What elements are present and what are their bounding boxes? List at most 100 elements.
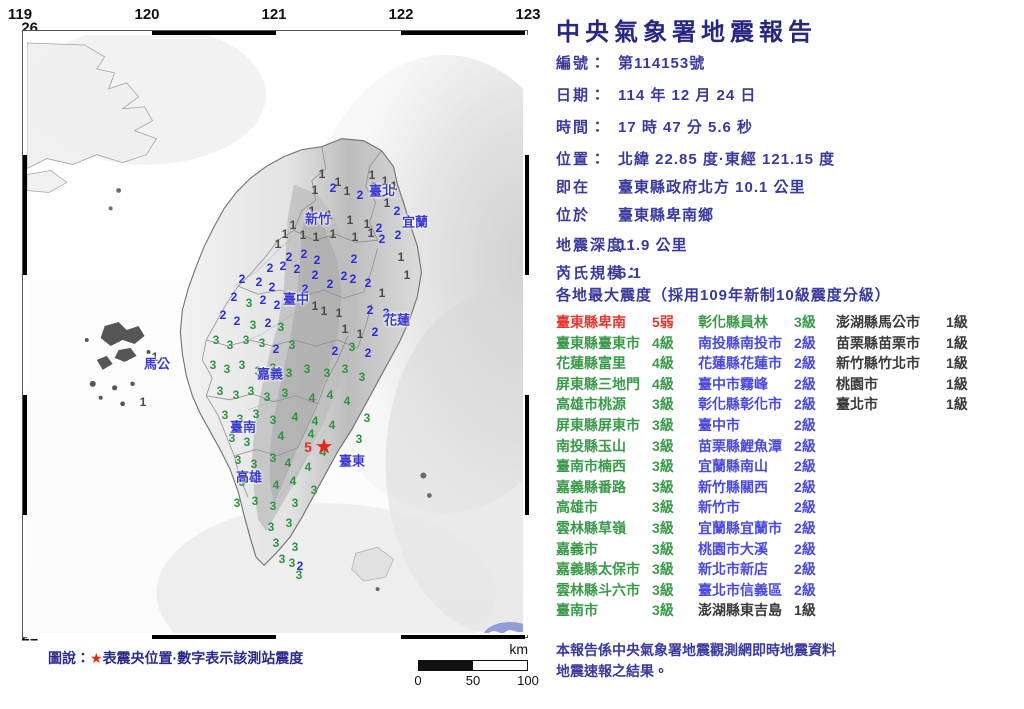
station-intensity-value: 2	[326, 277, 334, 291]
intensity-level: 2級	[794, 396, 816, 413]
station-intensity-value: 3	[249, 318, 257, 332]
station-intensity-value: 4	[291, 410, 299, 424]
intensity-row: 桃園市 1級	[836, 374, 996, 395]
intensity-row: 屏東縣三地門 4級	[556, 374, 696, 395]
station-intensity-value: 1	[343, 184, 351, 198]
station-intensity-value: 3	[238, 475, 246, 489]
intensity-level: 3級	[652, 458, 674, 475]
station-intensity-value: 3	[250, 457, 258, 471]
info-row: 位於 臺東縣卑南鄉	[556, 204, 714, 225]
intensity-row: 苗栗縣鯉魚潭 2級	[698, 436, 836, 457]
intensity-level: 3級	[652, 602, 674, 619]
station-intensity-value: 3	[255, 472, 263, 486]
intensity-level: 3級	[652, 519, 674, 536]
station-intensity-value: 3	[269, 499, 277, 513]
longitude-tick: 122	[388, 6, 414, 23]
station-intensity-value: 2	[300, 247, 308, 261]
intensity-row: 澎湖縣東吉島 1級	[698, 600, 836, 621]
station-intensity-value: 3	[355, 432, 363, 446]
intensity-place: 彰化縣彰化市	[698, 396, 782, 413]
intensity-row: 臺中市霧峰 2級	[698, 374, 836, 395]
station-intensity-value: 2	[266, 261, 274, 275]
station-intensity-value: 1	[289, 218, 297, 232]
intensity-row: 新北市新店 2級	[698, 559, 836, 580]
longitude-tick: 123	[515, 6, 541, 23]
station-intensity-value: 3	[232, 388, 240, 402]
station-intensity-value: 2	[268, 280, 276, 294]
map-frame-segment	[525, 515, 529, 635]
station-intensity-value: 1	[312, 230, 320, 244]
station-intensity-value: 3	[247, 384, 255, 398]
station-intensity-value: 2	[366, 303, 374, 317]
intensity-row: 宜蘭縣南山 2級	[698, 456, 836, 477]
station-intensity-value: 3	[358, 370, 366, 384]
station-intensity-value: 2	[272, 342, 280, 356]
intensity-place: 雲林縣草嶺	[556, 519, 626, 536]
station-intensity-value: 1	[151, 350, 159, 364]
map-frame-segment	[23, 155, 27, 275]
station-intensity-value: 4	[308, 391, 316, 405]
station-intensity-value: 3	[251, 494, 259, 508]
intensity-place: 新竹縣竹北市	[836, 355, 920, 372]
intensity-level: 3級	[652, 437, 674, 454]
station-intensity-value: 4	[328, 418, 336, 432]
station-intensity-value: 1	[356, 327, 364, 341]
report-footer: 本報告係中央氣象署地震觀測網即時地震資料 地震速報之結果。	[556, 640, 836, 682]
map-frame-segment	[151, 635, 276, 639]
info-label: 芮氏規模：	[556, 265, 642, 282]
info-value: 臺東縣卑南鄉	[618, 207, 715, 224]
intensity-place: 宜蘭縣南山	[698, 458, 768, 475]
intensity-row: 新竹縣竹北市 1級	[836, 353, 996, 374]
station-intensity-value: 2	[238, 272, 246, 286]
scale-bar-graphic	[418, 660, 528, 671]
station-intensity-value: 2	[219, 308, 227, 322]
city-label: 嘉義	[256, 366, 284, 382]
map-frame-segment	[525, 395, 529, 515]
station-intensity-value: 1	[299, 228, 307, 242]
map-frame-segment	[23, 515, 27, 635]
station-intensity-value: 2	[233, 314, 241, 328]
station-intensity-value: 1	[341, 322, 349, 336]
station-intensity-value: 3	[363, 411, 371, 425]
intensity-row: 臺南市 3級	[556, 600, 696, 621]
intensity-row: 高雄市 3級	[556, 497, 696, 518]
legend-star-icon: ★	[90, 650, 103, 666]
intensity-place: 屏東縣屏東市	[556, 416, 640, 433]
station-intensity-value: 2	[394, 228, 402, 242]
station-intensity-value: 2	[293, 262, 301, 276]
city-label: 花蓮	[383, 312, 411, 328]
station-intensity-value: 3	[285, 516, 293, 530]
intensity-row: 雲林縣草嶺 3級	[556, 518, 696, 539]
intensity-row: 桃園市大溪 2級	[698, 539, 836, 560]
station-intensity-value: 3	[288, 338, 296, 352]
station-intensity-value: 4	[272, 478, 280, 492]
map-frame-segment	[525, 35, 529, 155]
map-frame-segment	[23, 275, 27, 395]
intensity-place: 高雄市	[556, 499, 598, 516]
station-intensity-value: 3	[303, 362, 311, 376]
intensity-row: 彰化縣彰化市 2級	[698, 394, 836, 415]
station-intensity-value: 3	[209, 358, 217, 372]
station-intensity-value: 4	[307, 427, 315, 441]
station-intensity-value: 2	[378, 232, 386, 246]
intensity-row: 臺南市楠西 3級	[556, 456, 696, 477]
station-intensity-value: 2	[371, 325, 379, 339]
info-row: 位置： 北緯 22.85 度·東經 121.15 度	[556, 148, 835, 169]
intensity-level: 3級	[652, 478, 674, 495]
station-intensity-value: 1	[351, 230, 359, 244]
station-intensity-value: 4	[304, 460, 312, 474]
intensity-place: 雲林縣斗六市	[556, 581, 640, 598]
intensity-level: 1級	[946, 396, 968, 413]
intensity-level: 1級	[946, 355, 968, 372]
intensity-level: 1級	[946, 375, 968, 392]
intensity-level: 2級	[794, 416, 816, 433]
info-row: 日期： 114 年 12 月 24 日	[556, 84, 756, 105]
intensity-level: 2級	[794, 458, 816, 475]
station-intensity-value: 2	[393, 204, 401, 218]
intensity-level: 2級	[794, 561, 816, 578]
city-label: 高雄	[235, 469, 263, 485]
station-intensity-value: 3	[263, 390, 271, 404]
station-intensity-value: 3	[212, 333, 220, 347]
map-frame-segment	[525, 275, 529, 395]
